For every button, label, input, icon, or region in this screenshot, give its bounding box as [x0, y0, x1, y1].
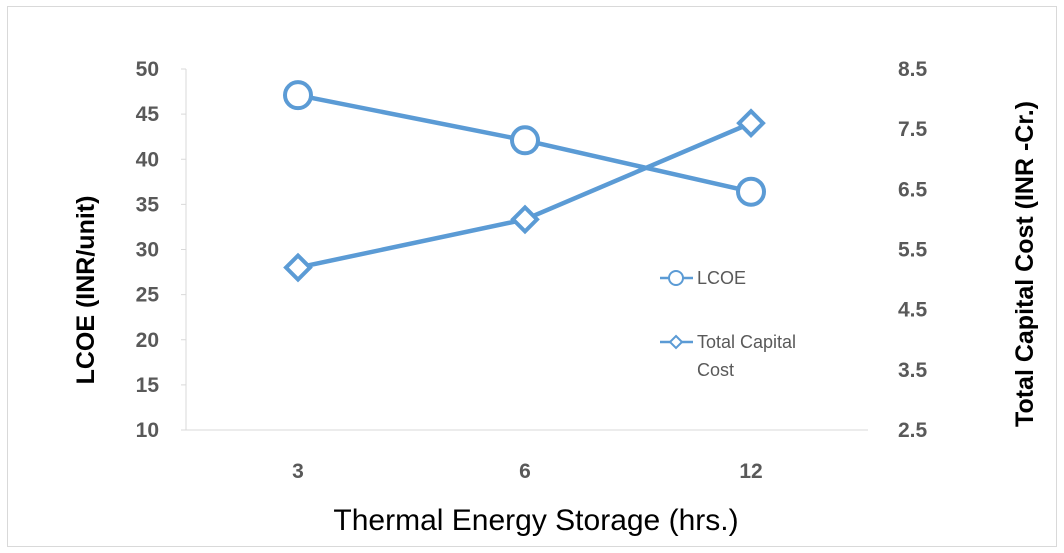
y2-tick-label: 5.5 [898, 239, 928, 262]
legend: LCOE Total Capital Cost [660, 268, 796, 380]
y2-tick-label: 6.5 [898, 178, 928, 201]
y2-tick-label: 8.5 [898, 58, 928, 81]
y-tick-label: 10 [136, 419, 159, 442]
y2-axis-title: Total Capital Cost (INR -Cr.) [1011, 101, 1039, 427]
lcoe-point [510, 125, 540, 156]
y-axis-title: LCOE (INR/unit) [72, 196, 100, 385]
y2-tick-label: 2.5 [898, 419, 928, 442]
y-tick-label: 20 [136, 329, 159, 352]
legend-swatch-marker [668, 334, 684, 350]
x-tick-label: 12 [739, 460, 762, 483]
axes: 50 45 40 35 30 25 20 15 10 8.5 7.5 6.5 5.5 4.5 3.5 2.5 3… [136, 58, 928, 483]
lcoe-point [736, 176, 766, 207]
y-tick-label: 30 [136, 239, 159, 262]
x-axis-title: Thermal Energy Storage (hrs.) [333, 504, 738, 537]
legend-label: Cost [697, 360, 734, 380]
y-tick-label: 25 [136, 284, 160, 307]
total-capital-cost-point [283, 252, 313, 283]
lcoe-point [283, 80, 313, 111]
series-layer [283, 80, 766, 283]
total-capital-cost-point [510, 204, 540, 235]
y2-tick-label: 7.5 [898, 118, 928, 141]
total-capital-cost-point [736, 108, 766, 138]
y-tick-label: 50 [136, 58, 159, 81]
y2-tick-label: 4.5 [898, 299, 928, 322]
x-tick-label: 6 [519, 460, 531, 483]
y2-tick-label: 3.5 [898, 359, 928, 382]
y-tick-label: 35 [136, 193, 160, 216]
y-tick-label: 15 [136, 374, 160, 397]
x-tick-label: 3 [292, 460, 304, 483]
y-tick-label: 40 [136, 148, 159, 171]
y-tick-label: 45 [136, 103, 160, 126]
legend-label: LCOE [697, 268, 746, 288]
legend-label: Total Capital [697, 332, 796, 352]
chart-frame [7, 6, 1057, 547]
legend-swatch-marker [668, 270, 684, 286]
